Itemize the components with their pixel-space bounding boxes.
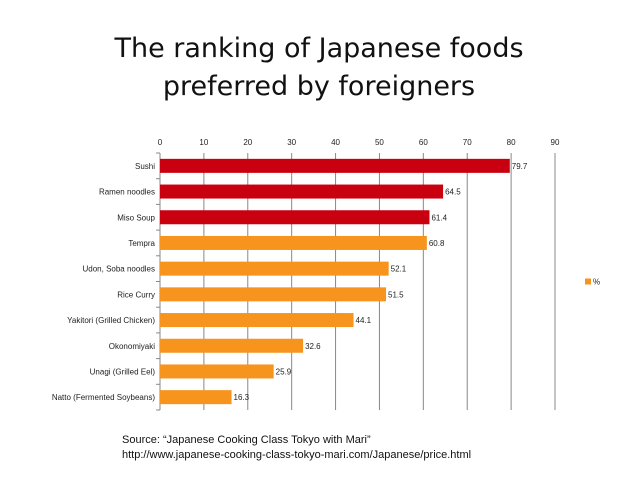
bar [160,364,274,379]
bar [160,390,232,405]
data-label: 64.5 [445,188,461,197]
x-tick-label: 90 [551,138,560,147]
data-label: 61.4 [431,213,447,222]
category-label: Unagi (Grilled Eel) [90,367,156,376]
category-label: Tempra [128,239,155,248]
bar [160,313,354,328]
category-label: Udon, Soba noodles [83,265,156,274]
data-label: 16.3 [234,393,250,402]
bars: 79.7 64.5 61.4 60.8 52.1 51.5 44.1 32.6 25.9 16.3 [160,158,528,405]
x-tick-label: 70 [463,138,472,147]
legend: % [585,278,600,287]
category-label: Okonomiyaki [109,342,155,351]
bar [160,210,430,225]
bar [160,261,389,276]
x-tick-label: 0 [158,138,163,147]
data-label: 79.7 [512,162,528,171]
category-label: Rice Curry [117,290,155,299]
category-label: Miso Soup [117,213,155,222]
x-tick-label: 50 [375,138,384,147]
source-note: Source: “Japanese Cooking Class Tokyo wi… [122,433,471,463]
data-label: 32.6 [305,342,321,351]
x-tick-label: 60 [419,138,428,147]
bar [160,235,427,250]
source-url: http://www.japanese-cooking-class-tokyo-… [122,449,472,461]
bar [160,338,304,353]
bar [160,287,387,302]
x-tick-label: 40 [331,138,340,147]
category-labels: Sushi Ramen noodles Miso Soup Tempra Udon, S… [52,162,156,402]
x-tick-label: 80 [507,138,516,147]
data-label: 51.5 [388,290,404,299]
data-label: 60.8 [429,239,445,248]
category-label: Yakitori (Grilled Chicken) [67,316,155,325]
category-label: Ramen noodles [99,188,155,197]
data-label: 44.1 [356,316,372,325]
bar [160,184,444,199]
chart-title: The ranking of Japanese foods preferred … [114,33,524,102]
data-label: 52.1 [391,265,407,274]
legend-swatch [585,278,591,285]
source-line: Source: “Japanese Cooking Class Tokyo wi… [122,434,371,446]
x-tick-label: 30 [287,138,296,147]
legend-label: % [593,278,600,287]
x-tick-label: 10 [199,138,208,147]
data-label: 25.9 [276,367,292,376]
bar [160,158,510,173]
category-label: Natto (Fermented Soybeans) [52,393,155,402]
category-label: Sushi [135,162,155,171]
x-axis-ticks: 0 10 20 30 40 50 60 70 80 90 [158,138,560,147]
x-tick-label: 20 [243,138,252,147]
bar-chart: 0 10 20 30 40 50 60 70 80 90 79.7 64.5 61.4 60.8 52.1… [52,138,600,411]
